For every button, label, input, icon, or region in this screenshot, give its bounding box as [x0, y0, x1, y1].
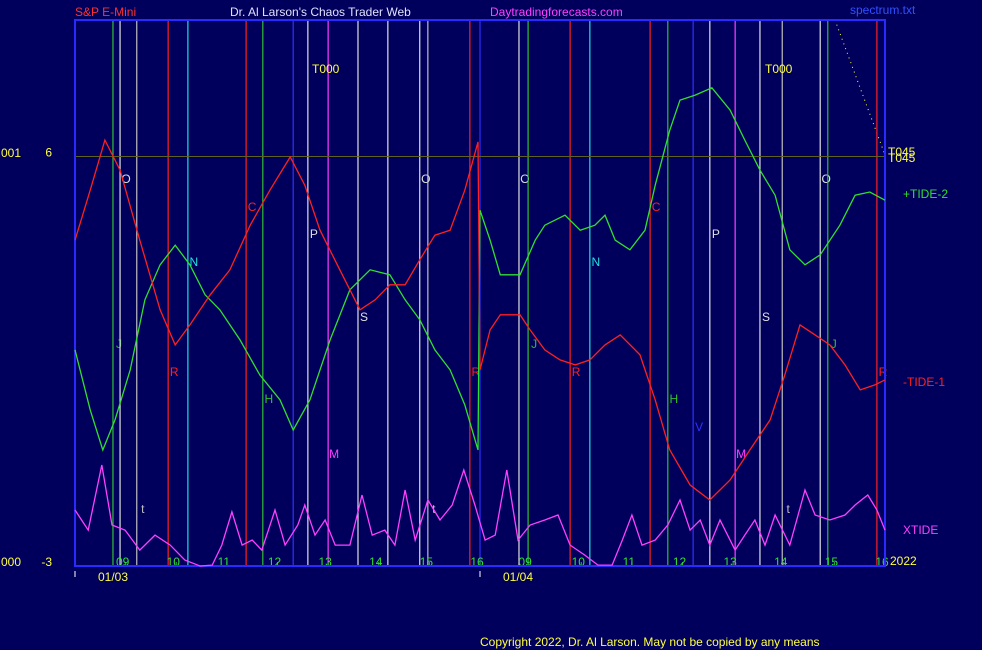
y-tick-label: 6 — [45, 146, 52, 160]
year-label: 2022 — [890, 554, 917, 568]
plot-border — [74, 19, 886, 567]
series-label: -TIDE-1 — [903, 375, 945, 389]
event-label: J — [116, 337, 122, 351]
annotation: T045 — [888, 151, 916, 165]
annotation: T045 — [888, 145, 916, 159]
event-label: V — [695, 420, 703, 434]
event-label: H — [669, 392, 678, 406]
x-tick-label: 13 — [318, 555, 332, 569]
x-tick-label: 10 — [167, 555, 181, 569]
series-line — [74, 464, 886, 567]
event-label: O — [822, 172, 831, 186]
x-tick-label: 14 — [369, 555, 383, 569]
x-tick-label: 11 — [623, 555, 636, 569]
y-tick-label: -3 — [41, 555, 52, 569]
event-label: P — [712, 227, 720, 241]
x-tick-label: 14 — [774, 555, 788, 569]
axis-left-label: 001 — [1, 146, 21, 160]
chart-title-left: S&P E-Mini — [75, 5, 136, 19]
x-tick-label: 15 — [825, 555, 839, 569]
event-label: S — [360, 310, 368, 324]
file-name: spectrum.txt — [850, 3, 916, 17]
event-label: J — [831, 337, 837, 351]
x-tick-label: 15 — [420, 555, 434, 569]
x-tick-label: 09 — [116, 555, 130, 569]
site-name: Daytradingforecasts.com — [490, 5, 623, 19]
event-label: O — [520, 172, 529, 186]
event-label: C — [248, 200, 257, 214]
event-label: N — [592, 255, 601, 269]
event-label: P — [310, 227, 318, 241]
series-line — [74, 87, 886, 452]
event-label: S — [762, 310, 770, 324]
event-label: M — [329, 447, 339, 461]
x-tick-label: 10 — [572, 555, 586, 569]
date-tick-label: 01/03 — [98, 570, 128, 584]
event-label: J — [531, 337, 537, 351]
event-label: R — [170, 365, 179, 379]
annotation: T000 — [312, 62, 340, 76]
event-label: t — [787, 502, 791, 516]
x-tick-label: 12 — [673, 555, 687, 569]
event-label: O — [421, 172, 430, 186]
chart-title: Dr. Al Larson's Chaos Trader Web — [230, 5, 411, 19]
event-label: H — [264, 392, 273, 406]
x-tick-label: 09 — [518, 555, 532, 569]
date-tick-label: 01/04 — [503, 570, 533, 584]
x-tick-label: 12 — [268, 555, 282, 569]
event-label: C — [652, 200, 661, 214]
event-label: M — [736, 447, 746, 461]
series-label: +TIDE-2 — [903, 187, 948, 201]
event-label: R — [572, 365, 581, 379]
x-tick-label: 11 — [218, 555, 231, 569]
x-tick-label: 16 — [470, 555, 484, 569]
event-label: O — [121, 172, 130, 186]
event-label: R — [879, 365, 888, 379]
event-label: R — [472, 365, 481, 379]
copyright: Copyright 2022, Dr. Al Larson. May not b… — [480, 635, 820, 649]
event-label: t — [141, 502, 145, 516]
event-label: N — [190, 255, 199, 269]
x-tick-label: 16 — [875, 555, 889, 569]
axis-left-label: 000 — [1, 555, 21, 569]
series-label: XTIDE — [903, 523, 938, 537]
x-tick-label: 13 — [723, 555, 737, 569]
annotation: T000 — [765, 62, 793, 76]
series-line — [74, 138, 886, 501]
